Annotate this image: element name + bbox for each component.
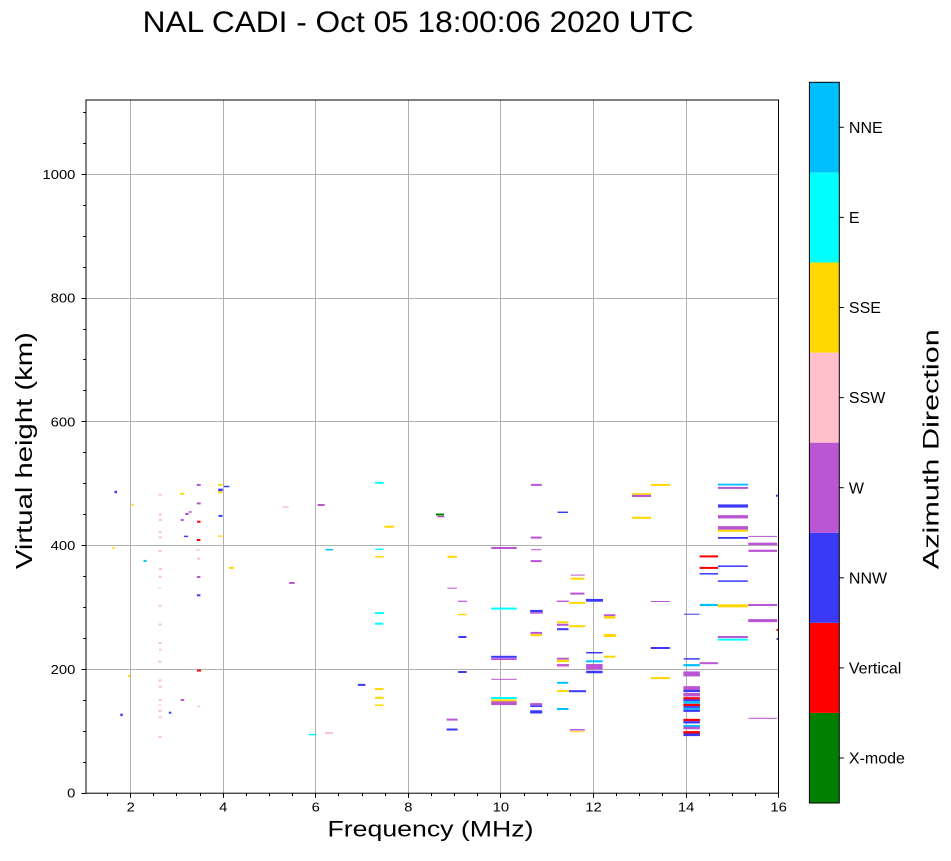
svg-text:10: 10 [493, 800, 510, 815]
svg-text:Vertical: Vertical [849, 661, 901, 678]
svg-text:E: E [849, 210, 860, 227]
svg-text:12: 12 [585, 800, 602, 815]
svg-text:Frequency (MHz): Frequency (MHz) [328, 817, 534, 842]
svg-text:16: 16 [770, 800, 787, 815]
svg-text:X-mode: X-mode [849, 751, 905, 768]
svg-text:Azimuth Direction: Azimuth Direction [919, 329, 944, 569]
svg-text:8: 8 [404, 800, 412, 815]
svg-text:600: 600 [51, 414, 76, 429]
svg-text:6: 6 [312, 800, 320, 815]
svg-text:1000: 1000 [43, 167, 76, 182]
svg-text:2: 2 [127, 800, 135, 815]
svg-text:0: 0 [67, 786, 75, 801]
svg-text:Virtual height (km): Virtual height (km) [11, 332, 37, 569]
svg-text:14: 14 [678, 800, 695, 815]
svg-text:800: 800 [51, 291, 76, 306]
svg-text:SSE: SSE [849, 300, 881, 317]
svg-text:400: 400 [51, 538, 76, 553]
svg-text:W: W [849, 480, 865, 497]
svg-text:NNW: NNW [849, 570, 888, 587]
svg-text:SSW: SSW [849, 390, 886, 407]
svg-text:4: 4 [219, 800, 227, 815]
svg-text:200: 200 [51, 662, 76, 677]
svg-text:NNE: NNE [849, 120, 883, 137]
svg-text:NAL CADI - Oct 05 18:00:06 202: NAL CADI - Oct 05 18:00:06 2020 UTC [143, 6, 694, 39]
